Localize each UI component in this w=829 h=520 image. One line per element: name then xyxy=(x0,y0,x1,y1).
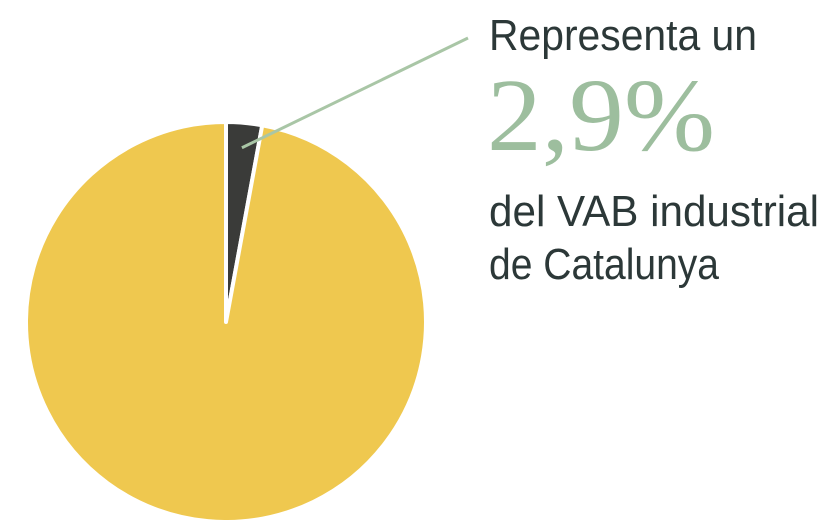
annotation: de Catalunya xyxy=(489,240,719,289)
annotation: Representa un xyxy=(489,11,757,60)
annotation: del VAB industrial xyxy=(489,187,819,236)
pie-slice xyxy=(24,120,428,520)
leader-line xyxy=(241,36,469,150)
pie xyxy=(24,120,428,520)
value-label: 2,9% xyxy=(487,58,715,173)
